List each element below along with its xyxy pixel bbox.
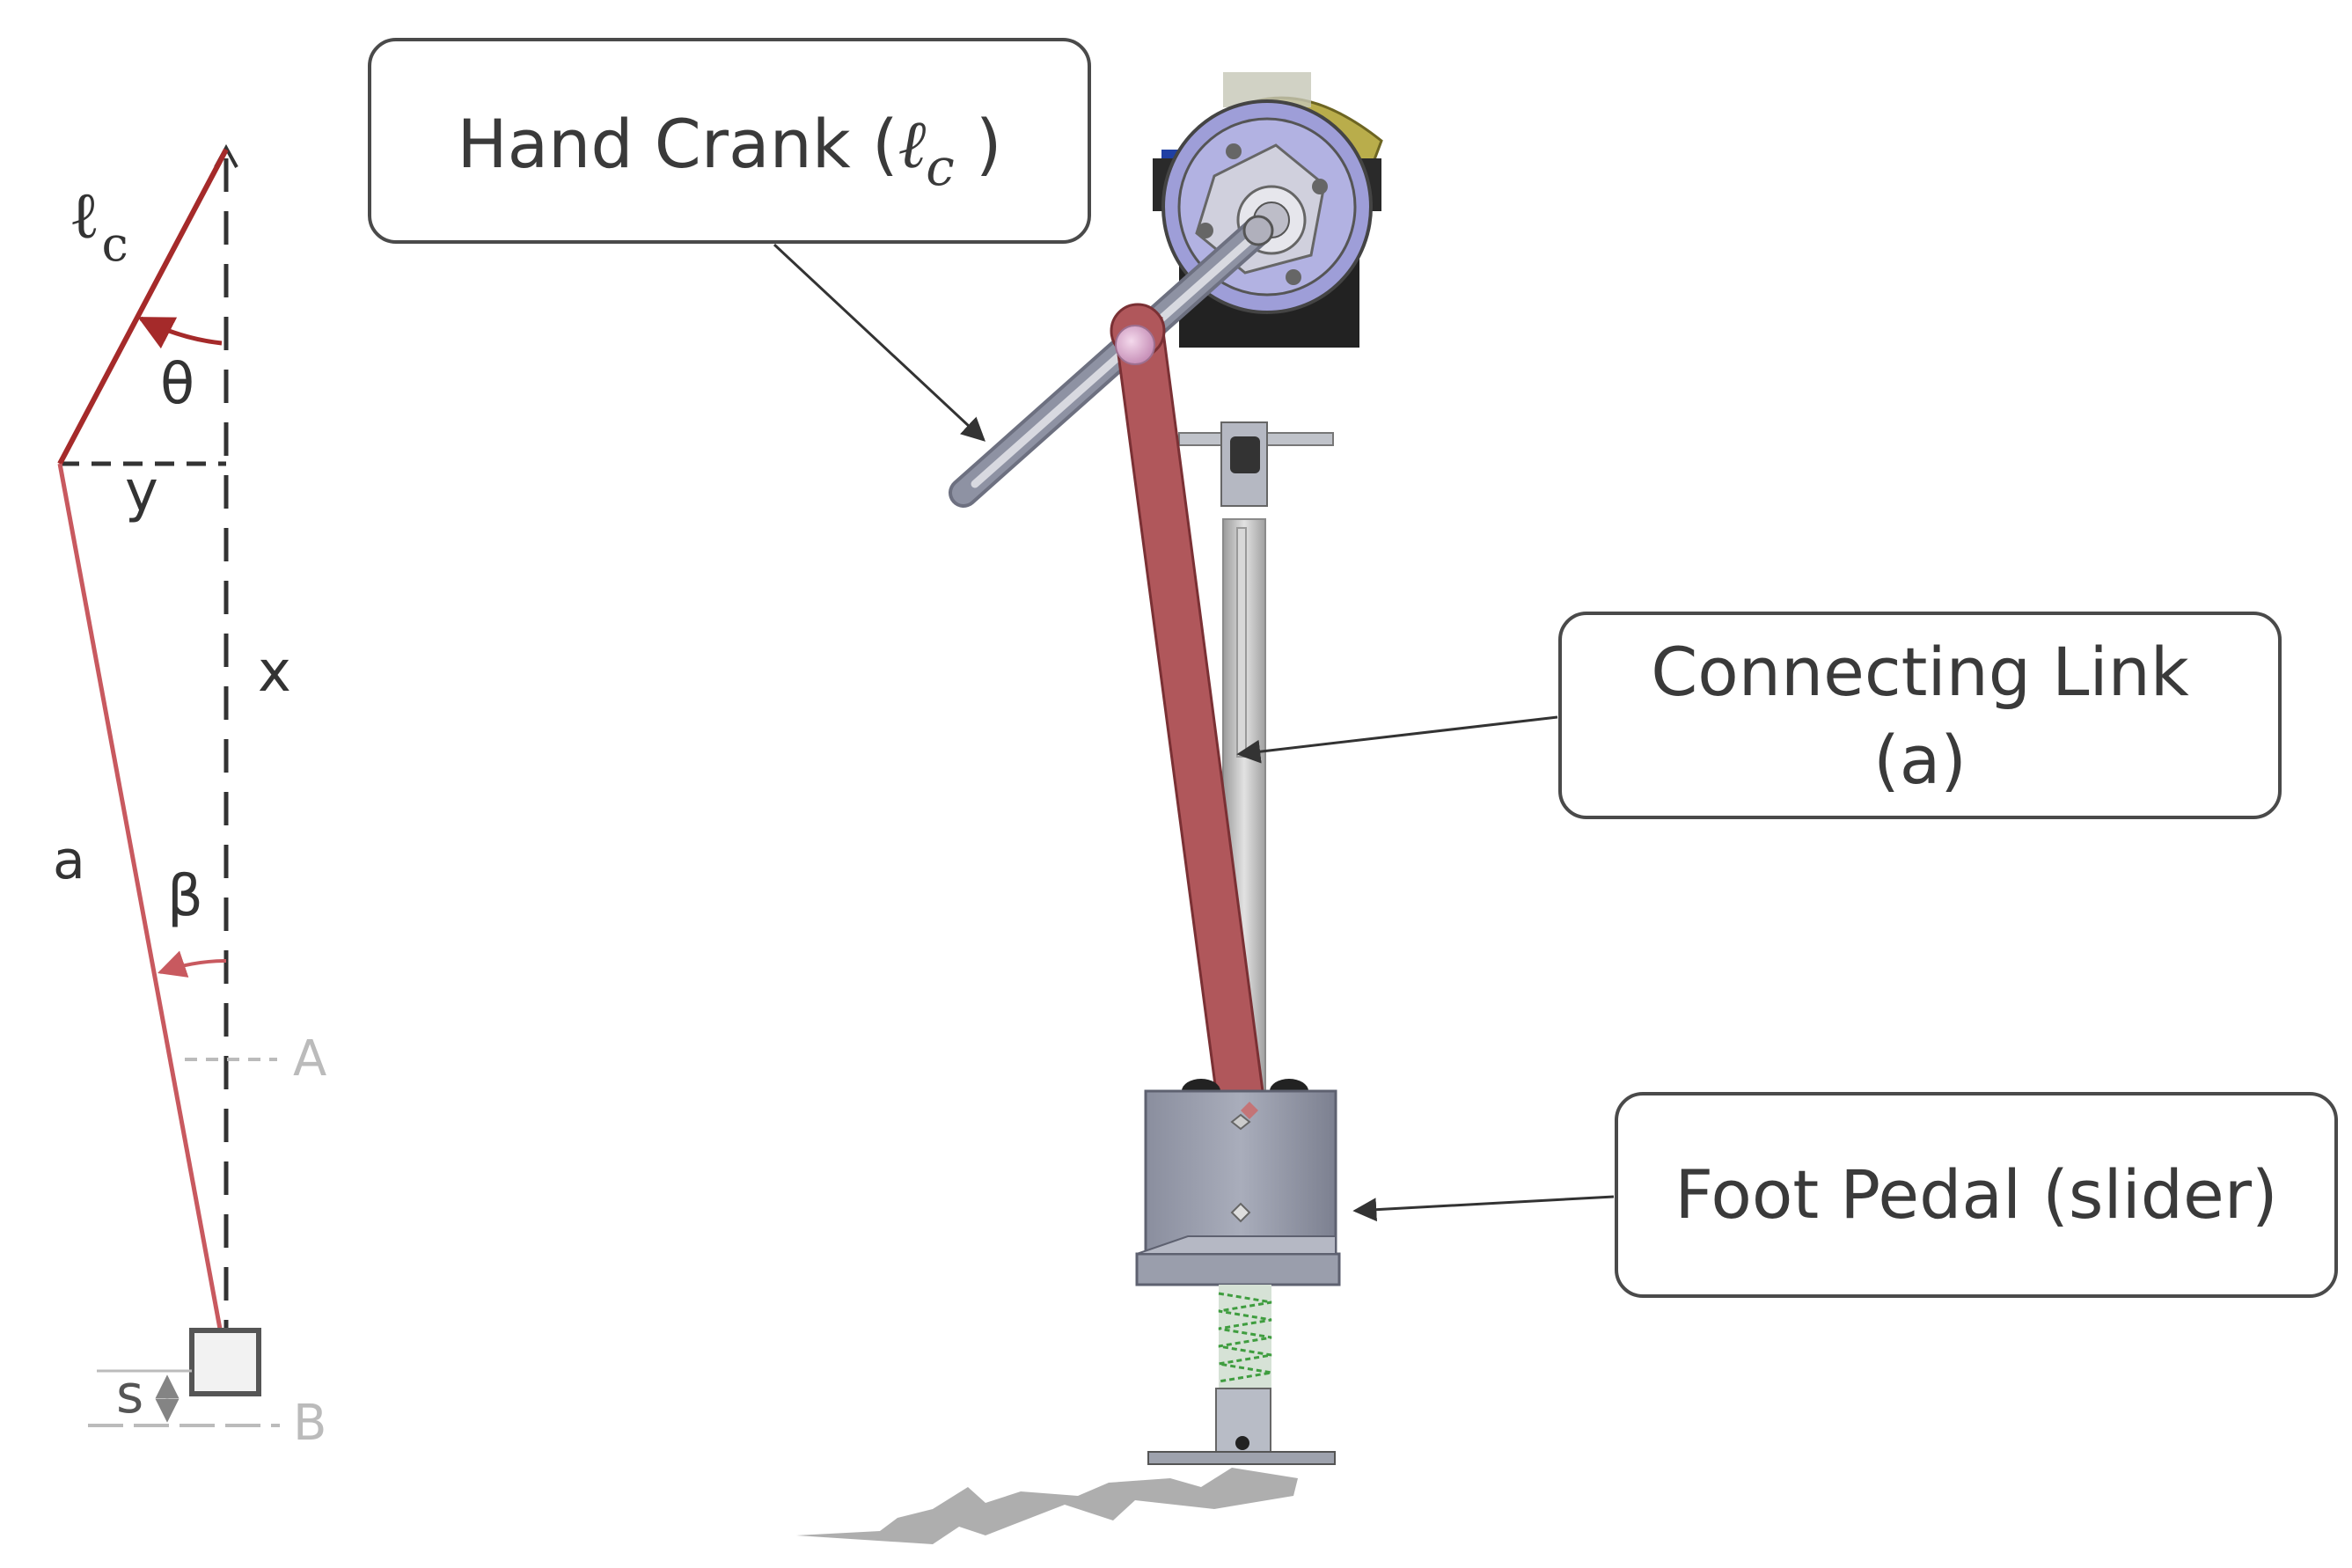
callout-box bbox=[1558, 612, 2282, 819]
slider-block bbox=[189, 1328, 261, 1396]
callout-hand-crank-text: Hand Crank (ℓc ) bbox=[457, 105, 1001, 197]
label-crank-length: ℓc bbox=[69, 178, 128, 272]
label-A: A bbox=[293, 1030, 326, 1088]
foot-pedal-slider bbox=[1135, 1079, 1341, 1286]
callout-foot-pedal: Foot Pedal (slider) bbox=[1352, 1092, 2338, 1298]
callout-box bbox=[368, 38, 1091, 244]
label-a: a bbox=[53, 830, 85, 891]
label-x: x bbox=[258, 640, 291, 705]
callout-connecting-link: Connecting Link (a) bbox=[1236, 612, 2282, 819]
callout-link-line1: Connecting Link bbox=[1651, 633, 2189, 711]
beta-arc bbox=[157, 950, 227, 978]
kinematic-schematic: A s B ℓc θ y x a β bbox=[53, 143, 326, 1452]
spring-and-base bbox=[1147, 1285, 1336, 1465]
label-theta: θ bbox=[160, 352, 194, 417]
connecting-link-line bbox=[57, 463, 238, 1366]
label-y: y bbox=[125, 459, 158, 524]
theta-arc bbox=[137, 316, 223, 349]
floor-shadow bbox=[796, 1468, 1298, 1544]
top-bracket-clip bbox=[1230, 436, 1260, 473]
label-s: s bbox=[116, 1364, 143, 1425]
guide-rail-slot bbox=[1236, 527, 1247, 758]
crank-pin-ball bbox=[1115, 325, 1155, 365]
callout-leader-pedal bbox=[1352, 1195, 1615, 1222]
callout-box bbox=[1615, 1092, 2338, 1298]
crank-line bbox=[57, 148, 229, 465]
callout-leader-link bbox=[1236, 715, 1558, 764]
hand-crank-arm bbox=[949, 215, 1274, 508]
callout-link-line2: (a) bbox=[1873, 721, 1967, 799]
label-B: B bbox=[293, 1395, 326, 1452]
label-beta: β bbox=[167, 864, 203, 929]
callout-leader-crank bbox=[773, 243, 985, 442]
callout-hand-crank: Hand Crank (ℓc ) bbox=[368, 38, 1091, 442]
mechanism-render bbox=[796, 72, 1383, 1544]
callout-pedal-text: Foot Pedal (slider) bbox=[1674, 1155, 2277, 1234]
